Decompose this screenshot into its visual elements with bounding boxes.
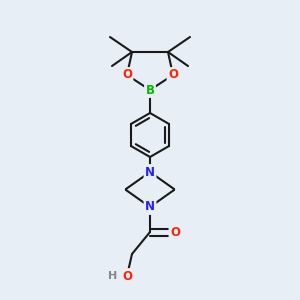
Text: H: H [108, 271, 118, 281]
Text: O: O [122, 68, 132, 82]
Text: O: O [168, 68, 178, 82]
Text: O: O [170, 226, 180, 238]
Text: B: B [146, 83, 154, 97]
Text: N: N [145, 200, 155, 214]
Text: O: O [122, 269, 132, 283]
Text: N: N [145, 166, 155, 178]
